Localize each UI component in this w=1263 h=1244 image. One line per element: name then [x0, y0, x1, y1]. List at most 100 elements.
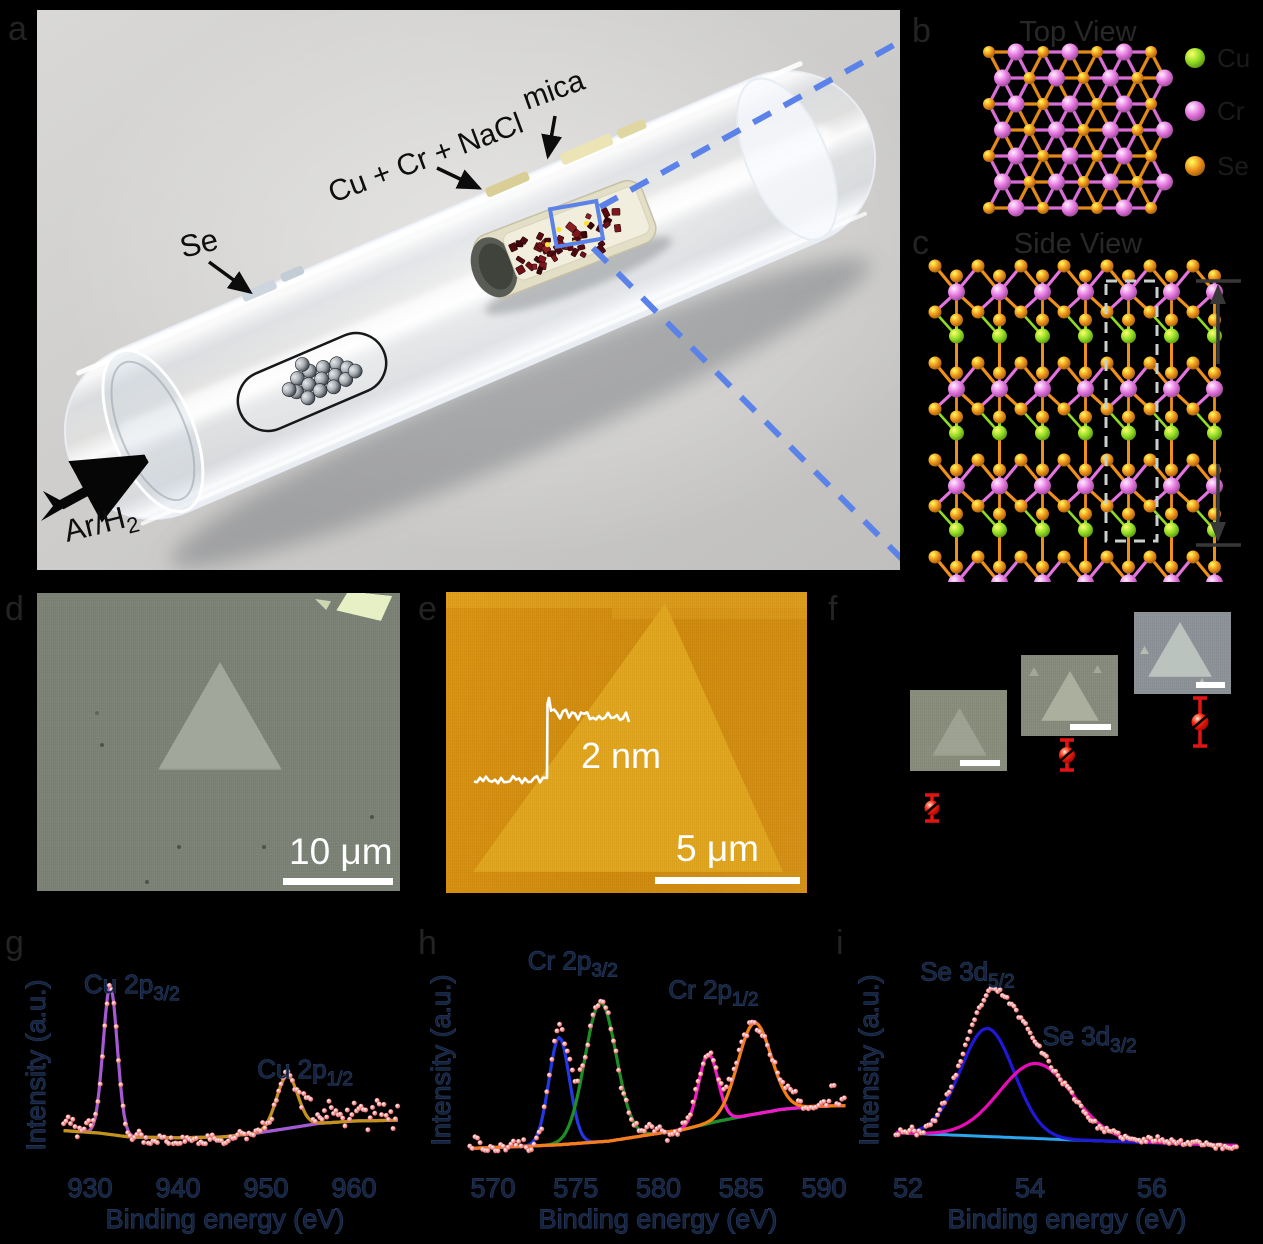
optical-inset-large [1134, 612, 1231, 694]
cu-atom [1121, 328, 1136, 344]
inset-scale-bar [960, 760, 1000, 766]
side-view-title: Side View [1013, 228, 1143, 260]
se-atom [1079, 313, 1092, 327]
se-atom [993, 269, 1006, 283]
y-axis-label: Intensity (a.u.) [854, 974, 884, 1145]
scatter-series [60, 982, 401, 1147]
se-atom [1014, 453, 1028, 467]
tube-shadow [170, 257, 871, 568]
cr-atom [1077, 574, 1094, 582]
height-profile-line [473, 696, 631, 785]
cu-atom [1207, 425, 1222, 441]
peak-annotation: Se 3d3/2 [1042, 1021, 1136, 1057]
se-atom [1143, 453, 1157, 467]
peak-annotation: Cu 2p3/2 [84, 969, 180, 1005]
se-atom [1122, 560, 1135, 574]
cr-atom [1007, 43, 1025, 61]
se-atom [971, 453, 985, 467]
cu-atom [1078, 425, 1093, 441]
cr-atom [994, 69, 1011, 87]
se-atom [1014, 356, 1028, 370]
cr-atom [1156, 121, 1173, 139]
peak-annotation: Cu 2p1/2 [257, 1054, 353, 1090]
cr-legend-dot [1185, 101, 1205, 121]
se-atom [983, 202, 995, 214]
se-atom [1036, 410, 1049, 424]
se-atom [1079, 507, 1092, 521]
scale-bar-label: 10 μm [289, 831, 393, 872]
se-atom [983, 98, 995, 110]
se-atom [1143, 259, 1157, 273]
x-tick-label: 570 [470, 1173, 515, 1203]
se-atom [1131, 124, 1144, 136]
panel-letter-a: a [8, 10, 27, 48]
atom-legend: Cu Cr Se [1185, 43, 1250, 181]
se-atom [1208, 366, 1221, 380]
se-atom [1036, 366, 1049, 380]
se-atom [928, 305, 942, 319]
cr-atom [1156, 69, 1173, 87]
legend-label-se: Se [1217, 151, 1249, 181]
se-pellet-strip [241, 279, 277, 302]
x-axis-label: Binding energy (eV) [106, 1204, 345, 1234]
cr-atom [994, 173, 1011, 191]
precursor-arrow [436, 166, 483, 190]
se-atom [1079, 463, 1092, 477]
panel-e-afm-image: 2 nm 5 μm [446, 592, 807, 893]
data-point [1185, 696, 1215, 748]
cu-atom [1121, 425, 1136, 441]
se-atom [950, 507, 963, 521]
step-height-label: 2 nm [581, 735, 662, 776]
se-atom [1145, 98, 1157, 110]
se-atom [1057, 550, 1071, 564]
y-axis-label: Intensity (a.u.) [426, 974, 456, 1145]
panel-f-size-series [830, 590, 1263, 925]
cr-atom [1048, 69, 1065, 87]
optical-inset-medium [1021, 655, 1118, 736]
se-atom [928, 259, 942, 273]
se-atom [928, 499, 942, 513]
cr-atom [948, 283, 965, 301]
cu-atom [992, 522, 1007, 538]
cr-atom [1163, 380, 1180, 398]
se-atom [1143, 305, 1157, 319]
cu-atom [949, 328, 964, 344]
se-atom [993, 507, 1006, 521]
cr-atom [1115, 147, 1133, 165]
cr-atom [1120, 283, 1137, 301]
se-atom [971, 550, 985, 564]
se-atom [971, 499, 985, 513]
x-tick-label: 52 [893, 1173, 923, 1203]
cu-atom [1078, 522, 1093, 538]
cr-atom [1077, 283, 1094, 301]
panel-c-side-view-lattice [928, 259, 1241, 582]
scatter-series [893, 985, 1240, 1152]
se-atom [1037, 46, 1049, 58]
cr-atom [1007, 147, 1025, 165]
se-atom [1091, 98, 1103, 110]
se-atom [1165, 313, 1178, 327]
se-atom [1014, 550, 1028, 564]
se-atom [1208, 410, 1221, 424]
cu-atom [1035, 522, 1050, 538]
se-atom [950, 366, 963, 380]
legend-label-cu: Cu [1217, 43, 1250, 73]
x-tick-label: 54 [1015, 1173, 1045, 1203]
se-atom [950, 313, 963, 327]
se-atom [993, 313, 1006, 327]
x-tick-label: 940 [155, 1173, 200, 1203]
se-atom [1057, 402, 1071, 416]
se-atom [1165, 463, 1178, 477]
se-atom [1091, 150, 1103, 162]
se-atom [983, 46, 995, 58]
xps-cr2p-plot: 570 575 580 585 590 Binding energy (eV) Intens… [426, 945, 848, 1234]
se-atom [993, 366, 1006, 380]
mica-arrow [541, 115, 562, 160]
stray-flake [315, 599, 331, 610]
zoom-rectangle [547, 198, 606, 250]
se-atom [950, 269, 963, 283]
se-arrow [207, 260, 253, 295]
se-atom [1186, 305, 1200, 319]
